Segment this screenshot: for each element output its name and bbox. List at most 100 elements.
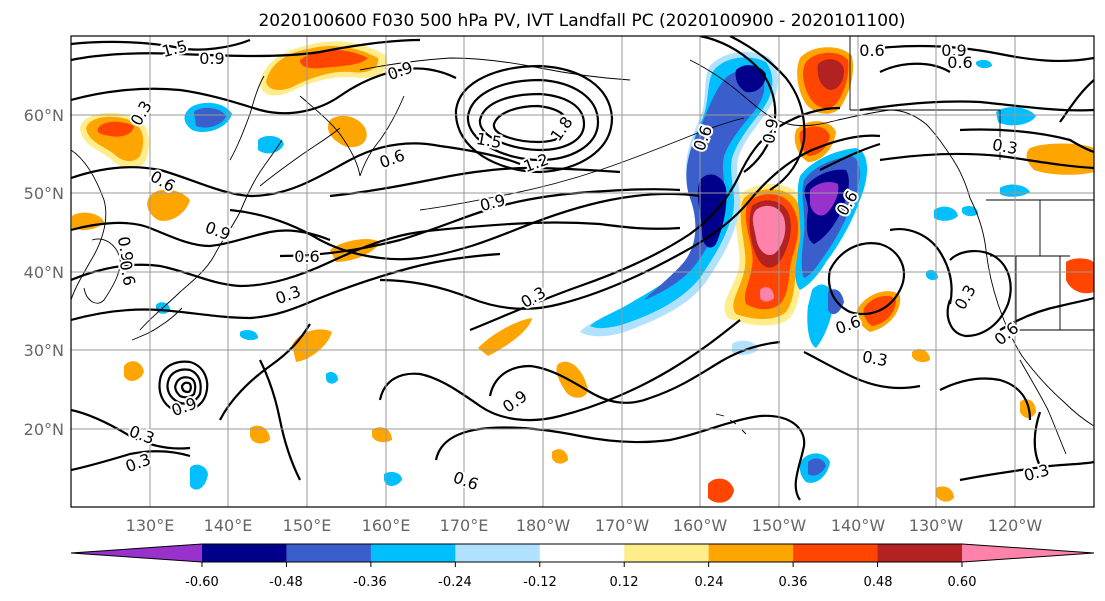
shade-negative	[326, 372, 338, 384]
shade-negative	[808, 458, 826, 476]
shade-negative	[962, 206, 978, 217]
shade-positive	[556, 361, 588, 398]
colorbar-label: -0.24	[438, 575, 472, 590]
colorbar-cell	[793, 544, 879, 562]
lat-label: 50°N	[24, 184, 64, 203]
lat-label: 30°N	[24, 341, 64, 360]
colorbar-cells	[71, 544, 1094, 562]
lon-label: 170°W	[595, 516, 650, 535]
colorbar-extend-right	[962, 544, 1094, 562]
lon-label: 160°E	[362, 516, 411, 535]
colorbar-cell	[455, 544, 541, 562]
contour-line	[492, 104, 570, 144]
contour-label: 0.9	[199, 49, 224, 68]
contour-line	[1059, 79, 1094, 123]
shade-positive	[97, 121, 134, 137]
lat-label: 20°N	[24, 420, 64, 439]
lon-label: 140°W	[831, 516, 886, 535]
shade-positive	[936, 486, 954, 502]
colorbar: -0.60 -0.48 -0.36 -0.24 -0.12 0.12 0.24 …	[70, 543, 1095, 590]
shade-positive	[250, 425, 270, 444]
contour-label: 0.6	[294, 247, 319, 266]
contour-line	[166, 368, 202, 405]
contour-line	[329, 166, 621, 198]
colorbar-label: -0.12	[523, 575, 557, 590]
contour-line	[71, 38, 251, 51]
contour-line	[71, 450, 191, 472]
contour-label: 0.6	[859, 41, 884, 60]
contour-line	[889, 228, 953, 305]
contour-line	[946, 250, 1012, 338]
shade-positive	[817, 59, 844, 90]
shade-negative	[190, 464, 208, 490]
contour-line	[959, 128, 1094, 154]
contour-line	[879, 44, 1094, 63]
contour-line	[71, 142, 521, 198]
shade-positive	[552, 449, 568, 464]
shade-negative	[996, 107, 1036, 126]
colorbar-label: -0.36	[353, 575, 387, 590]
shade-negative	[807, 284, 834, 348]
shade-negative	[735, 65, 766, 93]
shade-negative	[732, 340, 758, 355]
border-states-3	[1059, 256, 1094, 331]
coast-japan-south	[131, 307, 183, 341]
contour-line	[879, 62, 951, 73]
colorbar-label: 0.24	[695, 575, 724, 590]
map-panel: 1.5 0.9 0.9 0.3 0.6 0.9 1.8 1.5 1.2 0.6 …	[70, 35, 1095, 508]
shade-positive	[708, 478, 734, 503]
contour-line	[219, 323, 311, 421]
contour-line	[434, 426, 671, 461]
colorbar-cell	[202, 544, 287, 562]
contour-label: 0.9	[941, 41, 966, 60]
lon-labels: 130°E 140°E 150°E 160°E 170°E 180°W 170°…	[126, 516, 1043, 535]
contour-line	[999, 296, 1094, 331]
contour-line	[803, 351, 921, 390]
contour-line	[180, 381, 192, 394]
contour-line	[259, 359, 301, 481]
lon-label: 150°W	[752, 516, 807, 535]
lon-label: 120°W	[988, 516, 1043, 535]
contour-line	[229, 192, 701, 261]
contour-line	[699, 36, 777, 173]
contour-line	[174, 376, 197, 399]
colorbar-cell	[624, 544, 710, 562]
colorbar-label: 0.36	[779, 575, 808, 590]
contour-line	[1033, 411, 1042, 467]
lon-label: 170°E	[440, 516, 489, 535]
contour-line	[71, 408, 191, 450]
coast-kamchatka	[299, 95, 405, 177]
coast-sakhalin	[229, 75, 265, 161]
border-yukon	[850, 109, 1001, 160]
shade-negative	[384, 472, 402, 486]
gridlines	[71, 36, 1094, 507]
contour-line	[879, 152, 1094, 170]
contour-line	[454, 64, 614, 174]
contour-line	[71, 221, 331, 248]
contour-line	[939, 377, 1032, 421]
shade-negative	[258, 135, 284, 154]
colorbar-cell	[539, 544, 625, 562]
contour-line	[466, 78, 600, 162]
shade-positive	[478, 318, 532, 356]
lon-label: 140°E	[204, 516, 253, 535]
colorbar-label: -0.60	[185, 575, 219, 590]
shade-negative	[976, 59, 992, 69]
contour-line	[378, 319, 741, 422]
lon-label: 130°E	[126, 516, 175, 535]
shade-positive	[912, 349, 930, 363]
coast-baja	[1019, 359, 1067, 455]
pv-contours	[71, 36, 1094, 501]
contour-line	[819, 142, 881, 171]
contour-line	[478, 92, 586, 152]
shade-negative	[926, 270, 938, 281]
map-frame	[70, 35, 1095, 508]
coast-na-west	[969, 197, 1094, 427]
colorbar-cell	[370, 544, 456, 562]
lat-label: 40°N	[24, 263, 64, 282]
lon-label: 160°W	[673, 516, 728, 535]
shade-negative	[810, 182, 839, 216]
contour-line	[859, 100, 1094, 112]
shade-positive	[124, 361, 144, 381]
